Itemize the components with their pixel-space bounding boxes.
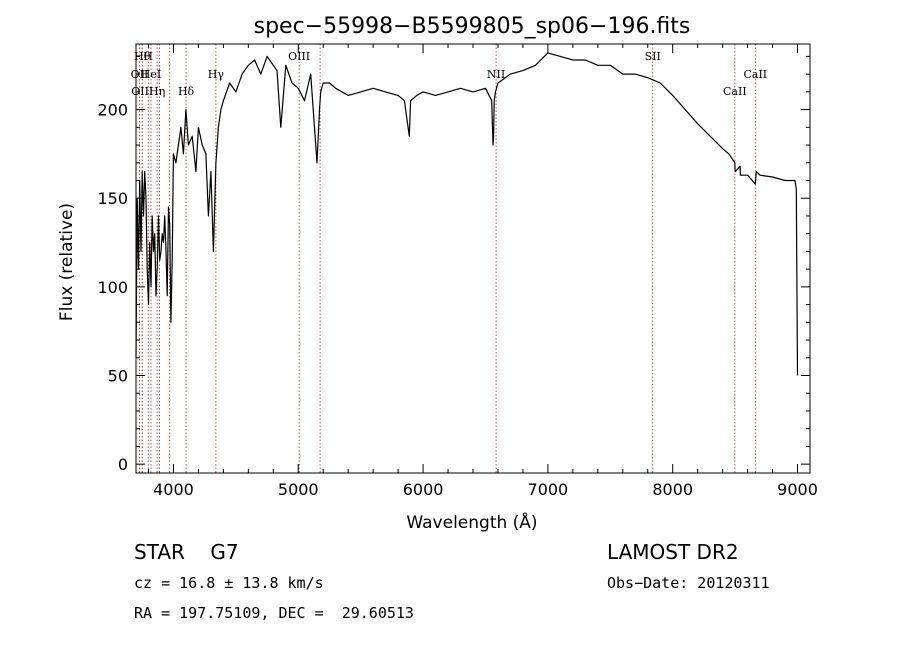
x-axis-label: Wavelength (Å) xyxy=(406,511,537,533)
redshift-info: cz = 16.8 ± 13.8 km/s xyxy=(134,574,324,592)
y-tick-label-50: 50 xyxy=(108,367,128,386)
line-label-3: HeI xyxy=(141,68,161,81)
line-label-0: Hθ xyxy=(134,50,151,63)
y-axis-label: Flux (relative) xyxy=(57,203,77,321)
object-class: STAR G7 xyxy=(134,540,239,564)
line-label-4: OIII xyxy=(131,85,153,98)
survey-name: LAMOST DR2 xyxy=(607,540,739,564)
x-tick-label-4000: 4000 xyxy=(153,480,194,499)
line-label-1: H xyxy=(143,50,153,63)
y-tick-label-150: 150 xyxy=(97,189,128,208)
x-tick-label-9000: 9000 xyxy=(777,480,818,499)
x-tick-label-5000: 5000 xyxy=(278,480,319,499)
chart-title: spec−55998−B5599805_sp06−196.fits xyxy=(254,14,691,39)
line-label-14: CaII xyxy=(723,85,747,98)
x-tick-label-7000: 7000 xyxy=(528,480,569,499)
line-label-12: NII xyxy=(487,68,505,81)
line-label-10: OIII xyxy=(288,50,310,63)
x-tick-label-6000: 6000 xyxy=(403,480,444,499)
coordinates-info: RA = 197.75109, DEC = 29.60513 xyxy=(134,604,414,622)
spectrum-series-line xyxy=(135,52,799,376)
plot-frame xyxy=(135,43,811,474)
line-label-8: Hδ xyxy=(178,85,195,98)
line-label-5: Hη xyxy=(149,85,165,98)
line-label-13: SII xyxy=(645,50,661,63)
line-label-15: CaII xyxy=(743,68,767,81)
axis-ticks: 4000 5000 6000 7000 8000 9000 0 50 100 150 200 xyxy=(97,44,818,499)
y-tick-label-200: 200 xyxy=(97,101,128,120)
line-label-9: Hγ xyxy=(208,68,225,81)
y-tick-label-0: 0 xyxy=(118,455,128,474)
y-tick-label-100: 100 xyxy=(97,278,128,297)
x-tick-label-8000: 8000 xyxy=(652,480,693,499)
observation-date: Obs−Date: 20120311 xyxy=(607,574,770,592)
